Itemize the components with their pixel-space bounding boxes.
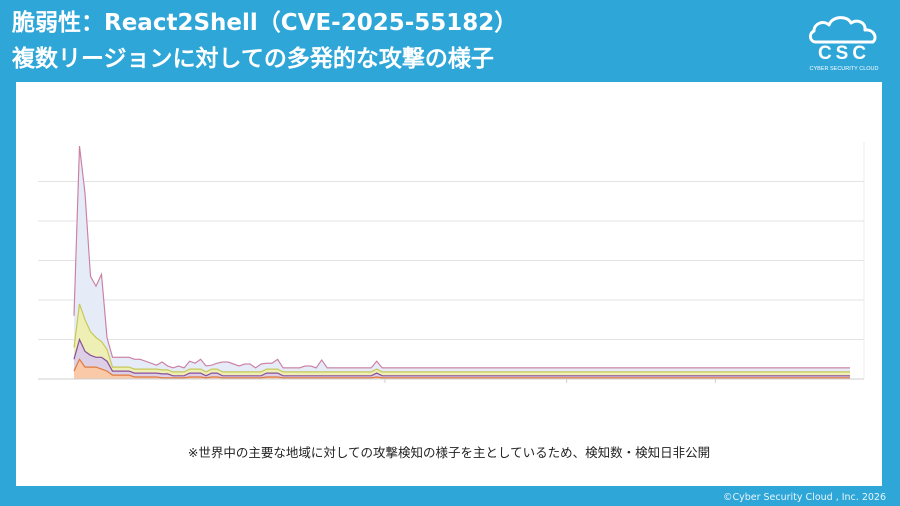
series-line-2 <box>73 303 850 373</box>
series-line-1 <box>73 337 850 377</box>
stacked-area-chart <box>38 142 865 383</box>
logo-text: CSC <box>818 43 870 64</box>
cloud-icon <box>808 16 877 44</box>
series-line-0 <box>73 358 850 379</box>
logo-subtext: CYBER SECURITY CLOUD <box>810 66 879 72</box>
chart-panel: ※世界中の主要な地域に対しての攻撃検知の様子を主としているため、検知数・検知日非… <box>16 82 882 486</box>
series-area-1 <box>74 339 850 379</box>
copyright: ©Cyber Security Cloud , Inc. 2026 <box>722 492 886 503</box>
disclaimer-note: ※世界中の主要な地域に対しての攻撃検知の様子を主としているため、検知数・検知日非… <box>187 445 711 460</box>
company-logo: CSC CYBER SECURITY CLOUD <box>802 12 886 74</box>
page-title-line2: 複数リージョンに対しての多発的な攻撃の様子 <box>12 46 494 72</box>
page-title-line1: 脆弱性：React2Shell（CVE-2025-55182） <box>12 10 518 36</box>
total-line <box>73 145 850 369</box>
series-area-2 <box>74 303 850 379</box>
series-line-3 <box>73 145 850 369</box>
series-area-3 <box>74 146 850 379</box>
